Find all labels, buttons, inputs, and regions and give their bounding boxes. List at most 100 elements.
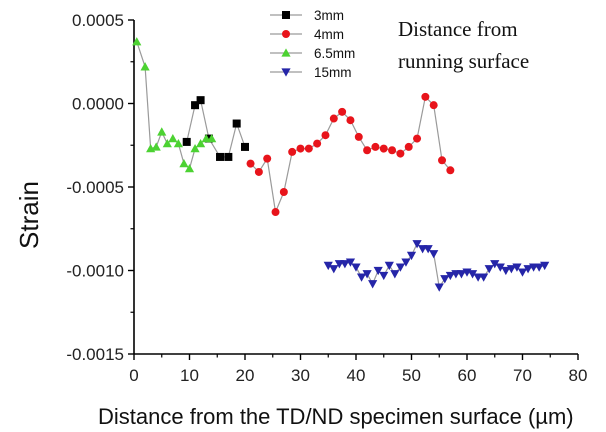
data-point-4mm (296, 144, 305, 153)
data-point-4mm (329, 114, 338, 123)
data-point-4mm (246, 159, 255, 168)
data-point-3mm (191, 101, 200, 110)
data-point-15mm (490, 260, 500, 269)
data-point-4mm (413, 134, 422, 143)
data-point-15mm (423, 245, 433, 254)
legend-label-3mm: 3mm (314, 8, 344, 23)
data-point-6-5mm (196, 138, 206, 148)
data-point-15mm (340, 260, 350, 269)
data-point-15mm (368, 280, 378, 289)
data-point-15mm (395, 263, 405, 272)
data-point-6-5mm (207, 133, 217, 143)
data-point-15mm (390, 270, 400, 279)
data-point-4mm (404, 142, 413, 151)
data-point-4mm (288, 147, 297, 156)
x-tick-label: 40 (347, 366, 366, 385)
data-point-4mm (321, 131, 330, 140)
data-point-6-5mm (184, 164, 195, 173)
data-point-6-5mm (162, 138, 172, 148)
data-point-15mm (362, 270, 372, 279)
legend-label-4mm: 4mm (314, 27, 344, 42)
data-point-4mm (438, 156, 447, 165)
x-tick-label: 10 (180, 366, 199, 385)
data-point-4mm (263, 154, 272, 163)
data-point-4mm (254, 167, 263, 176)
data-point-15mm (351, 263, 361, 272)
x-tick-label: 80 (569, 366, 588, 385)
data-point-15mm (506, 265, 516, 274)
annotation-line-1: Distance from (398, 17, 518, 41)
legend: 3mm 4mm 6.5mm 15mm (270, 8, 355, 80)
y-tick-label: -0.0005 (66, 178, 124, 197)
data-point-15mm (384, 261, 394, 271)
x-tick-label: 20 (236, 366, 255, 385)
legend-label-15mm: 15mm (314, 65, 352, 80)
legend-marker-4mm (282, 30, 290, 38)
data-point-3mm (204, 134, 213, 143)
data-point-4mm (371, 142, 380, 151)
series-line-4mm (250, 95, 451, 215)
y-tick-label: 0.0000 (72, 95, 124, 114)
data-point-15mm (373, 266, 383, 276)
x-axis-label: Distance from the TD/ND specimen surface… (98, 404, 574, 429)
data-point-6-5mm (140, 62, 150, 71)
data-point-6-5mm (157, 127, 167, 136)
data-point-4mm (388, 146, 397, 155)
annotation-line-2: running surface (398, 49, 529, 73)
data-point-4mm (421, 92, 430, 101)
data-point-4mm (304, 144, 313, 153)
data-point-4mm (446, 166, 455, 175)
data-point-6-5mm (132, 37, 142, 46)
data-point-4mm (279, 188, 288, 197)
data-point-15mm (517, 268, 528, 277)
data-point-15mm (406, 251, 417, 261)
data-point-4mm (338, 107, 347, 116)
data-point-4mm (346, 116, 355, 125)
data-point-3mm (182, 137, 191, 146)
data-point-4mm (379, 144, 388, 153)
legend-marker-15mm (281, 68, 291, 77)
data-point-4mm (363, 146, 372, 155)
x-tick-label: 70 (513, 366, 532, 385)
data-point-6-5mm (190, 143, 200, 153)
data-point-15mm (356, 273, 367, 282)
data-point-15mm (501, 266, 511, 276)
data-point-15mm (512, 263, 522, 272)
data-point-4mm (313, 139, 322, 148)
data-point-15mm (329, 265, 339, 274)
data-point-15mm (323, 261, 333, 271)
data-point-6-5mm (179, 159, 189, 168)
data-point-15mm (345, 258, 356, 267)
data-point-6-5mm (151, 142, 161, 151)
data-point-15mm (445, 271, 455, 281)
y-axis-label: Strain (14, 181, 44, 249)
x-tick-label: 60 (458, 366, 477, 385)
data-point-6-5mm (173, 138, 183, 148)
data-point-15mm (540, 261, 550, 271)
x-tick-label: 30 (291, 366, 310, 385)
data-point-15mm (401, 258, 411, 267)
data-point-4mm (396, 149, 405, 158)
data-point-4mm (354, 132, 363, 141)
data-point-15mm (379, 271, 389, 281)
data-point-15mm (434, 283, 444, 292)
data-point-3mm (232, 119, 241, 128)
data-point-15mm (456, 270, 467, 279)
data-point-15mm (495, 263, 505, 272)
y-tick-label: 0.0005 (72, 11, 124, 30)
data-point-4mm (271, 208, 280, 217)
x-tick-label: 0 (129, 366, 138, 385)
series-markers (132, 37, 550, 292)
x-tick-label: 50 (402, 366, 421, 385)
axis-ticks: 0 10 20 30 40 50 60 70 80 0.0005 0.0000 -0.0005 -0.0… (66, 11, 587, 385)
data-point-3mm (224, 152, 233, 161)
data-point-15mm (429, 250, 439, 259)
data-point-15mm (467, 270, 478, 279)
data-point-15mm (412, 240, 422, 249)
data-point-4mm (429, 101, 438, 110)
data-point-15mm (523, 265, 533, 274)
y-tick-label: -0.0015 (66, 345, 124, 364)
y-tick-label: -0.0010 (66, 262, 124, 281)
data-point-3mm (216, 152, 225, 161)
